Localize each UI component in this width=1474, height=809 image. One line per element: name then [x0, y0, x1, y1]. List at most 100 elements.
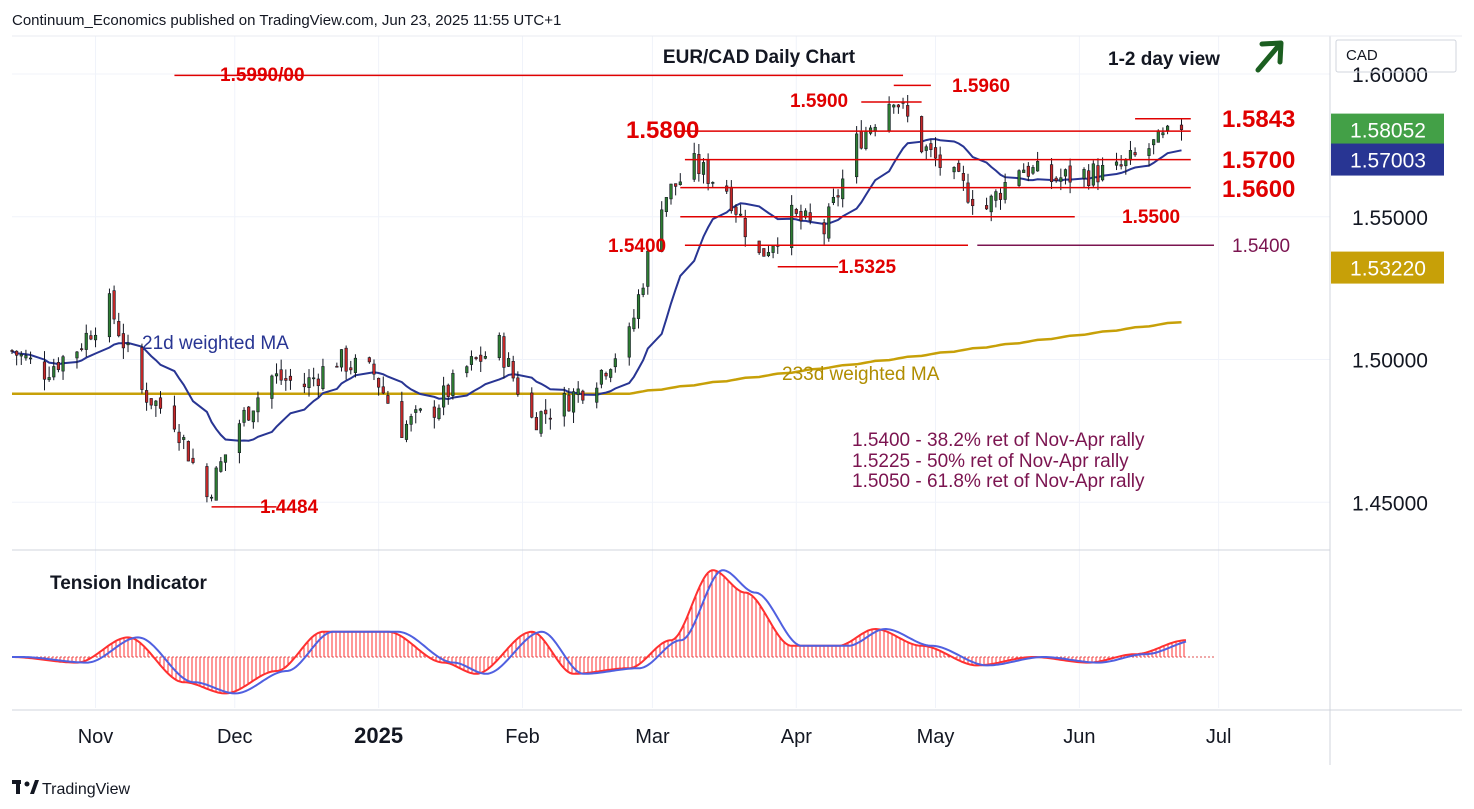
x-tick-label: Jun — [1063, 726, 1095, 748]
y-tick-label: 1.50000 — [1352, 350, 1428, 373]
candle-body — [497, 334, 501, 358]
candle — [766, 245, 771, 258]
candle-body — [465, 366, 469, 374]
candle-body — [414, 409, 418, 413]
candle-body — [316, 378, 320, 387]
candle-body — [479, 354, 483, 362]
candle — [93, 327, 98, 348]
candle-body — [274, 373, 279, 377]
candle — [214, 466, 218, 501]
candle — [479, 346, 483, 373]
candle-body — [344, 347, 348, 372]
candle-body — [1156, 130, 1160, 143]
candle — [1114, 152, 1119, 171]
candle — [149, 398, 153, 410]
candle — [516, 371, 520, 397]
candle — [632, 309, 636, 332]
candle-body — [247, 406, 251, 421]
candle-body — [1101, 165, 1105, 181]
price-tag: 1.57003 — [1331, 143, 1444, 176]
candle-body — [938, 154, 942, 168]
candle — [1059, 168, 1063, 191]
candle — [613, 353, 617, 373]
candle — [339, 349, 344, 372]
candle — [1087, 164, 1091, 190]
candle-body — [539, 411, 543, 434]
candle-body — [1068, 165, 1072, 183]
candle-body — [288, 375, 293, 381]
price-tag-label: 1.53220 — [1350, 258, 1426, 281]
x-tick-label: Nov — [78, 726, 114, 748]
candle — [544, 399, 548, 424]
candle-body — [149, 398, 153, 406]
candle-body — [599, 369, 603, 385]
candle-body — [906, 105, 910, 117]
candle — [121, 323, 125, 359]
candle-body — [734, 206, 738, 215]
candle — [191, 448, 195, 465]
candle — [247, 406, 251, 421]
candle — [483, 351, 487, 360]
candle — [938, 146, 942, 176]
candle-body — [307, 377, 311, 388]
candle — [1026, 162, 1030, 182]
candle-body — [377, 377, 381, 388]
x-tick-label: Mar — [635, 726, 670, 748]
candle — [743, 209, 747, 247]
level-label-15990: 1.5990/00 — [220, 65, 305, 86]
candle-body — [446, 384, 450, 397]
level-label-15843: 1.5843 — [1222, 106, 1295, 133]
level-label-15600: 1.5600 — [1222, 176, 1295, 203]
candle — [660, 201, 664, 253]
candle — [288, 368, 293, 390]
candle-body — [1152, 139, 1156, 146]
levels — [174, 74, 1214, 508]
candle — [627, 322, 631, 366]
candle-body — [24, 355, 28, 359]
candle-body — [353, 357, 357, 373]
candle-body — [418, 408, 422, 411]
candle-body — [1026, 165, 1030, 177]
candle-body — [112, 290, 116, 320]
candle-body — [706, 159, 710, 184]
candle — [1133, 147, 1137, 157]
candle — [47, 366, 51, 382]
candle — [966, 173, 970, 204]
candle-body — [729, 186, 733, 212]
candle — [126, 334, 130, 353]
candle — [581, 389, 585, 404]
candle-body — [219, 461, 223, 472]
candle — [367, 356, 371, 364]
candle-body — [929, 143, 933, 150]
candle-body — [678, 181, 682, 185]
candle — [107, 288, 112, 343]
candle — [539, 410, 543, 437]
candle — [400, 391, 404, 438]
candle-body — [632, 317, 636, 330]
candle — [567, 388, 571, 412]
candle — [182, 434, 186, 450]
candle-body — [567, 394, 571, 412]
candle-body — [28, 357, 33, 360]
currency-label: CAD — [1346, 47, 1378, 64]
candle — [19, 351, 23, 365]
currency-box[interactable] — [1335, 39, 1457, 73]
candle-body — [483, 356, 487, 359]
candle-body — [627, 326, 631, 358]
candle — [1022, 163, 1026, 173]
candle — [219, 456, 223, 473]
candle — [998, 188, 1003, 210]
candle-body — [404, 423, 409, 440]
candle — [1063, 168, 1068, 185]
candle — [1161, 127, 1165, 139]
candle-body — [743, 218, 747, 238]
candles — [10, 94, 1184, 503]
candle-body — [1179, 124, 1184, 130]
candle — [84, 324, 88, 358]
candle — [1179, 118, 1184, 141]
candle-body — [822, 222, 826, 235]
candle — [386, 390, 390, 404]
candle — [469, 350, 474, 371]
candle-body — [237, 423, 241, 453]
